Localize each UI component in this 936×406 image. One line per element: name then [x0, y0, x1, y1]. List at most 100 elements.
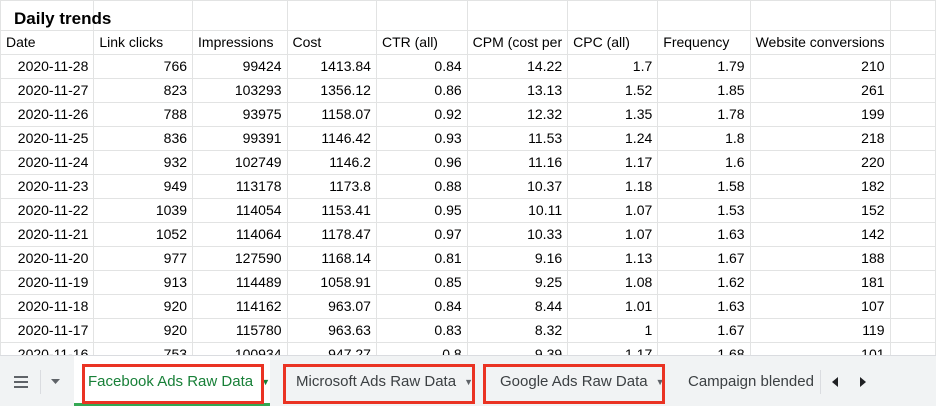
table-cell[interactable]: 0.84	[375, 294, 468, 319]
table-cell[interactable]: 2020-11-21	[0, 222, 95, 247]
table-cell[interactable]: 1153.41	[286, 198, 377, 223]
table-cell[interactable]: 977	[93, 246, 194, 271]
table-cell[interactable]: 182	[749, 174, 891, 199]
column-header-cell[interactable]: Website conversions	[749, 30, 891, 55]
table-cell[interactable]: 1168.14	[286, 246, 377, 271]
empty-cell[interactable]	[889, 54, 936, 79]
table-cell[interactable]: 220	[749, 150, 891, 175]
table-cell[interactable]: 11.53	[466, 126, 569, 151]
table-cell[interactable]: 1.58	[657, 174, 751, 199]
table-cell[interactable]: 823	[93, 78, 194, 103]
table-cell[interactable]: 1.79	[657, 54, 751, 79]
table-cell[interactable]: 102749	[192, 150, 288, 175]
table-cell[interactable]: 753	[93, 342, 194, 355]
table-cell[interactable]: 119	[749, 318, 891, 343]
table-cell[interactable]: 107	[749, 294, 891, 319]
spreadsheet-grid[interactable]: Date Link clicks Impressions Cost CTR (all) C…	[0, 0, 936, 355]
table-cell[interactable]: 1052	[93, 222, 194, 247]
table-cell[interactable]: 1178.47	[286, 222, 377, 247]
table-cell[interactable]: 1413.84	[286, 54, 377, 79]
table-cell[interactable]: 1.63	[657, 294, 751, 319]
table-cell[interactable]: 199	[749, 102, 891, 127]
table-cell[interactable]: 2020-11-26	[0, 102, 95, 127]
table-cell[interactable]: 114162	[192, 294, 288, 319]
table-cell[interactable]: 9.25	[466, 270, 569, 295]
table-cell[interactable]: 1356.12	[286, 78, 377, 103]
table-cell[interactable]: 1.01	[567, 294, 659, 319]
table-cell[interactable]: 1146.2	[286, 150, 377, 175]
empty-cell[interactable]	[889, 246, 936, 271]
table-cell[interactable]: 2020-11-16	[0, 342, 95, 355]
table-cell[interactable]: 0.95	[375, 198, 468, 223]
table-cell[interactable]: 127590	[192, 246, 288, 271]
sheet-menu-button[interactable]	[42, 369, 68, 395]
table-cell[interactable]: 1.62	[657, 270, 751, 295]
table-cell[interactable]: 1146.42	[286, 126, 377, 151]
table-cell[interactable]: 0.85	[375, 270, 468, 295]
table-cell[interactable]: 0.93	[375, 126, 468, 151]
empty-cell[interactable]	[889, 78, 936, 103]
table-cell[interactable]: 0.92	[375, 102, 468, 127]
table-cell[interactable]: 101	[749, 342, 891, 355]
table-cell[interactable]: 1	[567, 318, 659, 343]
table-cell[interactable]: 913	[93, 270, 194, 295]
table-cell[interactable]: 1.13	[567, 246, 659, 271]
table-cell[interactable]: 152	[749, 198, 891, 223]
table-cell[interactable]: 932	[93, 150, 194, 175]
table-cell[interactable]: 0.88	[375, 174, 468, 199]
column-header-cell[interactable]: Frequency	[657, 30, 751, 55]
column-header-cell[interactable]: Impressions	[192, 30, 288, 55]
table-cell[interactable]: 1.24	[567, 126, 659, 151]
table-cell[interactable]: 2020-11-28	[0, 54, 95, 79]
table-cell[interactable]: 0.86	[375, 78, 468, 103]
table-cell[interactable]: 920	[93, 318, 194, 343]
table-cell[interactable]: 1.6	[657, 150, 751, 175]
table-cell[interactable]: 181	[749, 270, 891, 295]
table-cell[interactable]: 10.11	[466, 198, 569, 223]
table-cell[interactable]: 218	[749, 126, 891, 151]
tab-facebook-ads-raw-data[interactable]: Facebook Ads Raw Data ▼	[74, 356, 270, 406]
table-cell[interactable]: 2020-11-17	[0, 318, 95, 343]
table-cell[interactable]: 1.63	[657, 222, 751, 247]
empty-cell[interactable]	[889, 102, 936, 127]
table-cell[interactable]: 2020-11-23	[0, 174, 95, 199]
table-cell[interactable]: 2020-11-18	[0, 294, 95, 319]
table-cell[interactable]: 9.39	[466, 342, 569, 355]
table-cell[interactable]: 1.35	[567, 102, 659, 127]
table-cell[interactable]: 1.78	[657, 102, 751, 127]
table-cell[interactable]: 115780	[192, 318, 288, 343]
table-cell[interactable]: 2020-11-27	[0, 78, 95, 103]
table-cell[interactable]: 1.52	[567, 78, 659, 103]
table-cell[interactable]: 142	[749, 222, 891, 247]
empty-cell[interactable]	[889, 318, 936, 343]
empty-cell[interactable]	[889, 150, 936, 175]
table-cell[interactable]: 10.37	[466, 174, 569, 199]
table-cell[interactable]: 114489	[192, 270, 288, 295]
table-cell[interactable]: 99391	[192, 126, 288, 151]
scroll-tabs-left-button[interactable]	[822, 369, 848, 395]
table-cell[interactable]: 0.8	[375, 342, 468, 355]
table-cell[interactable]: 1173.8	[286, 174, 377, 199]
empty-cell[interactable]	[889, 222, 936, 247]
table-cell[interactable]: 1.07	[567, 222, 659, 247]
empty-cell[interactable]	[889, 294, 936, 319]
empty-cell[interactable]	[889, 198, 936, 223]
table-cell[interactable]: 2020-11-24	[0, 150, 95, 175]
table-cell[interactable]: 2020-11-25	[0, 126, 95, 151]
table-cell[interactable]: 93975	[192, 102, 288, 127]
table-cell[interactable]: 114054	[192, 198, 288, 223]
table-cell[interactable]: 1.67	[657, 318, 751, 343]
table-cell[interactable]: 210	[749, 54, 891, 79]
table-cell[interactable]: 920	[93, 294, 194, 319]
table-cell[interactable]: 113178	[192, 174, 288, 199]
column-header-cell[interactable]: CPM (cost per	[466, 30, 569, 55]
table-cell[interactable]: 1.67	[657, 246, 751, 271]
table-cell[interactable]: 949	[93, 174, 194, 199]
empty-cell[interactable]	[889, 270, 936, 295]
column-header-cell[interactable]: CTR (all)	[375, 30, 468, 55]
table-cell[interactable]: 1.18	[567, 174, 659, 199]
table-cell[interactable]: 963.07	[286, 294, 377, 319]
table-cell[interactable]: 0.84	[375, 54, 468, 79]
table-cell[interactable]: 8.44	[466, 294, 569, 319]
table-cell[interactable]: 103293	[192, 78, 288, 103]
